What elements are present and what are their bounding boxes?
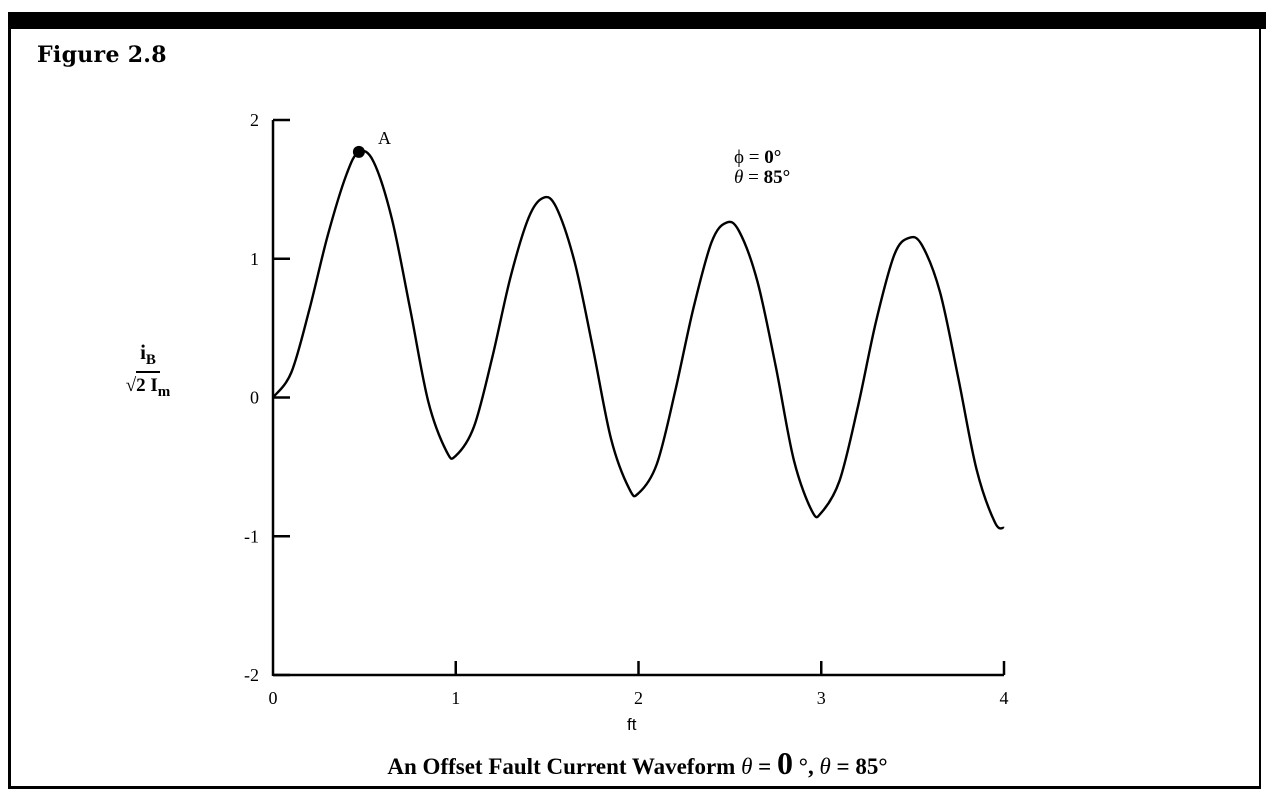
x-tick-label-1: 1 bbox=[451, 688, 460, 708]
x-tick-label-2: 2 bbox=[634, 688, 643, 708]
y-tick-label-1: 1 bbox=[250, 249, 259, 269]
axes bbox=[271, 120, 1004, 677]
caption-theta1: θ bbox=[741, 754, 753, 779]
top-border-bar bbox=[8, 12, 1266, 29]
caption-text: An Offset Fault Current Waveform bbox=[387, 754, 736, 779]
y-axis-label: iB √2 Im bbox=[108, 340, 188, 401]
caption-eq2: = bbox=[830, 754, 856, 779]
y-tick-label-2: 0 bbox=[250, 388, 259, 408]
x-tick-label-4: 4 bbox=[1000, 688, 1009, 708]
phi-equals: = bbox=[744, 147, 765, 168]
theta-line: θ = 85° bbox=[734, 168, 790, 188]
caption-eq1: = bbox=[752, 754, 778, 779]
phi-value: 0° bbox=[764, 147, 782, 168]
y-tick-label-4: -2 bbox=[244, 665, 259, 685]
figure-frame bbox=[8, 29, 1261, 789]
ticks: 2 1 0 -1 -2 0 1 2 3 4 bbox=[244, 110, 1009, 708]
parameter-annotation: ϕ = 0° θ = 85° bbox=[734, 148, 790, 188]
point-a-label: A bbox=[378, 128, 391, 148]
theta-symbol: θ bbox=[734, 167, 744, 188]
y-tick-label-3: -1 bbox=[244, 526, 259, 546]
caption-deg2: ° bbox=[878, 754, 888, 779]
y-tick-label-0: 2 bbox=[250, 110, 259, 130]
phi-line: ϕ = 0° bbox=[734, 148, 790, 168]
point-marker-a bbox=[352, 145, 365, 158]
y-num-sub: B bbox=[145, 352, 156, 369]
y-den-main: √2 I bbox=[125, 375, 158, 397]
x-axis-label: ft bbox=[627, 715, 637, 734]
phi-symbol: ϕ bbox=[734, 147, 745, 168]
caption-val2: 85 bbox=[855, 754, 879, 779]
theta-equals: = bbox=[743, 167, 764, 188]
points-group bbox=[352, 145, 365, 158]
figure-caption: An Offset Fault Current Waveform θ = 0 °… bbox=[0, 745, 1275, 782]
x-tick-label-0: 0 bbox=[269, 688, 278, 708]
y-den-sub: m bbox=[157, 383, 171, 400]
caption-val1: 0 bbox=[777, 745, 794, 781]
caption-theta2: θ bbox=[819, 754, 831, 779]
y-num-main: i bbox=[140, 340, 146, 364]
x-tick-label-3: 3 bbox=[817, 688, 826, 708]
caption-deg1: °, bbox=[793, 754, 820, 779]
y-axis-label-numerator: iB bbox=[136, 340, 160, 374]
theta-value: 85° bbox=[763, 167, 791, 188]
figure-label: Figure 2.8 bbox=[37, 42, 167, 68]
series-line-0 bbox=[272, 149, 1005, 530]
series-group bbox=[272, 149, 1005, 530]
y-axis-label-denominator: √2 Im bbox=[108, 373, 188, 401]
